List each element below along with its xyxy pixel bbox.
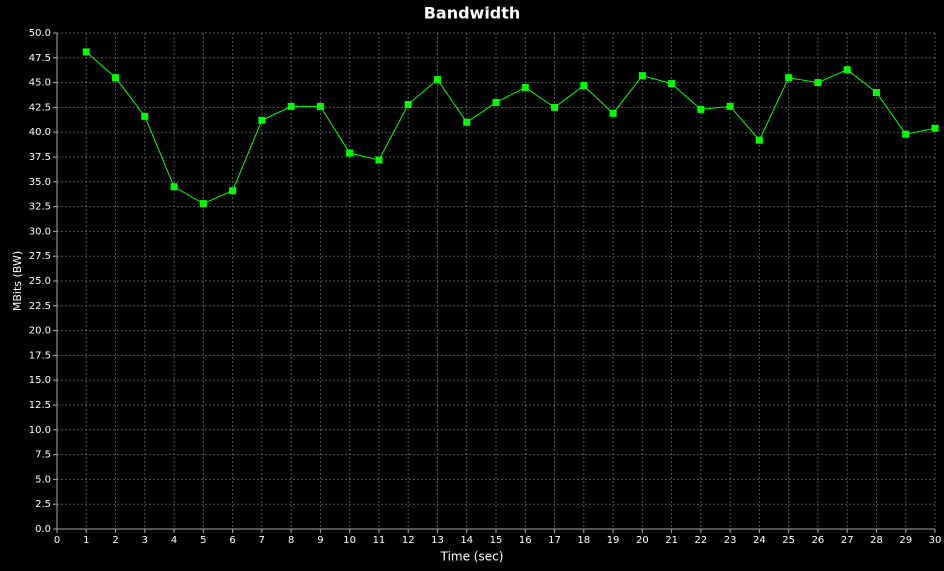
- data-point: [316, 102, 324, 110]
- series-line: [85, 51, 936, 205]
- y-tick-label: 45.0: [29, 78, 51, 89]
- y-tick-label: 12.5: [29, 400, 51, 411]
- data-point: [931, 124, 939, 132]
- data-point: [843, 66, 851, 74]
- y-tick-label: 22.5: [29, 301, 51, 312]
- x-tick-label: 22: [694, 535, 707, 546]
- data-point: [902, 130, 910, 138]
- data-point: [82, 48, 90, 56]
- data-point: [726, 102, 734, 110]
- data-point: [346, 149, 354, 157]
- data-point: [492, 98, 500, 106]
- x-axis-label: Time (sec): [440, 550, 504, 564]
- y-tick-label: 25.0: [29, 276, 51, 287]
- x-tick-label: 24: [753, 535, 766, 546]
- data-point: [258, 116, 266, 124]
- data-point: [872, 89, 880, 97]
- y-tick-label: 40.0: [29, 127, 51, 138]
- data-point: [580, 82, 588, 90]
- data-point: [785, 74, 793, 82]
- x-tick-label: 4: [171, 535, 177, 546]
- x-tick-label: 17: [548, 535, 561, 546]
- data-point: [668, 80, 676, 88]
- y-tick-label: 17.5: [29, 350, 51, 361]
- y-tick-label: 7.5: [35, 450, 51, 461]
- y-tick-label: 20.0: [29, 326, 51, 337]
- x-tick-label: 23: [724, 535, 737, 546]
- data-point: [609, 109, 617, 117]
- x-tick-label: 25: [782, 535, 795, 546]
- data-point: [521, 84, 529, 92]
- y-tick-label: 30.0: [29, 226, 51, 237]
- y-tick-label: 2.5: [35, 499, 51, 510]
- data-point: [638, 72, 646, 80]
- data-point: [755, 136, 763, 144]
- x-tick-label: 0: [54, 535, 60, 546]
- data-point: [112, 74, 120, 82]
- x-tick-label: 20: [636, 535, 649, 546]
- y-tick-label: 50.0: [29, 28, 51, 39]
- y-tick-label: 42.5: [29, 102, 51, 113]
- x-tick-label: 7: [259, 535, 265, 546]
- data-point: [375, 156, 383, 164]
- data-point: [199, 200, 207, 208]
- x-tick-label: 16: [519, 535, 532, 546]
- x-tick-label: 5: [200, 535, 206, 546]
- x-tick-label: 14: [460, 535, 473, 546]
- x-tick-label: 1: [83, 535, 89, 546]
- y-axis-label: MBits (BW): [11, 251, 24, 311]
- y-tick-label: 47.5: [29, 53, 51, 64]
- data-point: [170, 183, 178, 191]
- x-tick-label: 12: [402, 535, 415, 546]
- x-tick-label: 26: [812, 535, 825, 546]
- x-tick-label: 11: [373, 535, 386, 546]
- x-tick-label: 19: [607, 535, 620, 546]
- x-tick-label: 9: [317, 535, 323, 546]
- y-tick-label: 32.5: [29, 202, 51, 213]
- x-tick-label: 2: [112, 535, 118, 546]
- x-tick-label: 28: [870, 535, 883, 546]
- data-point: [697, 105, 705, 113]
- x-tick-label: 21: [665, 535, 678, 546]
- data-point: [433, 76, 441, 84]
- y-tick-label: 0.0: [35, 524, 51, 535]
- data-point: [463, 118, 471, 126]
- y-tick-label: 5.0: [35, 474, 51, 485]
- x-tick-label: 10: [343, 535, 356, 546]
- x-tick-label: 15: [490, 535, 503, 546]
- x-tick-label: 18: [577, 535, 590, 546]
- x-tick-label: 30: [929, 535, 942, 546]
- chart-title: Bandwidth: [424, 4, 521, 23]
- data-point: [404, 100, 412, 108]
- x-tick-label: 3: [142, 535, 148, 546]
- data-point: [141, 112, 149, 120]
- x-tick-label: 8: [288, 535, 294, 546]
- data-point: [551, 103, 559, 111]
- y-tick-label: 15.0: [29, 375, 51, 386]
- data-point: [229, 187, 237, 195]
- y-tick-label: 37.5: [29, 152, 51, 163]
- data-point: [814, 79, 822, 87]
- y-tick-label: 35.0: [29, 177, 51, 188]
- y-tick-label: 10.0: [29, 425, 51, 436]
- x-tick-label: 6: [229, 535, 235, 546]
- x-tick-label: 13: [431, 535, 444, 546]
- data-point: [287, 102, 295, 110]
- x-tick-label: 27: [841, 535, 854, 546]
- x-tick-label: 29: [899, 535, 912, 546]
- y-tick-label: 27.5: [29, 251, 51, 262]
